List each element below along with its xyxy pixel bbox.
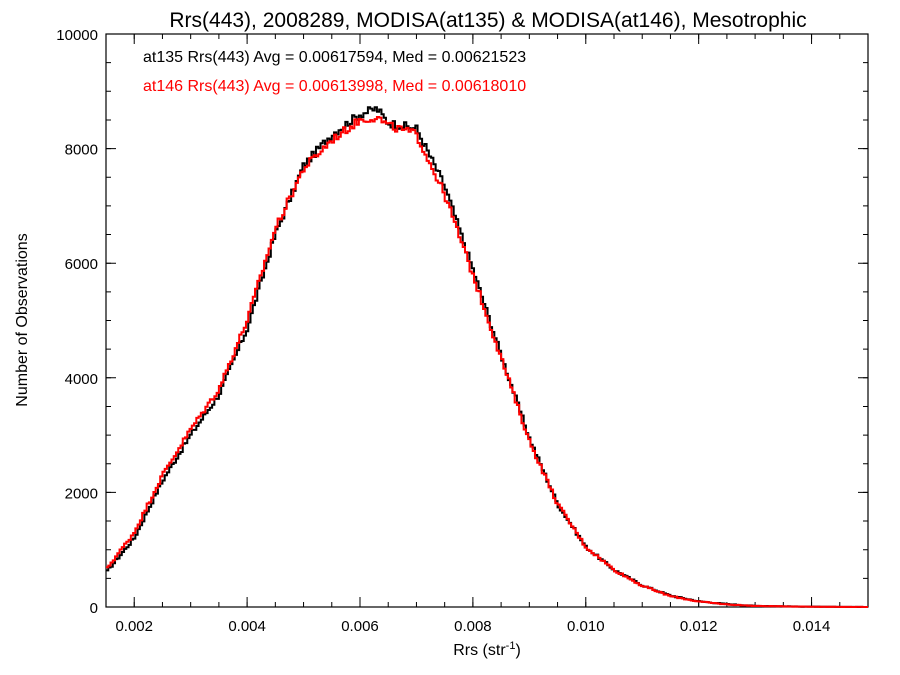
x-axis: 0.002 0.004 0.006 0.008 0.010 0.012 0.014 <box>105 34 869 635</box>
series-layer <box>106 106 868 608</box>
y-axis: 0 2000 4000 6000 8000 10000 <box>56 27 868 617</box>
x-tick-label: 0.006 <box>341 618 379 635</box>
y-tick-label: 4000 <box>65 371 98 388</box>
y-tick-label: 6000 <box>65 256 98 273</box>
y-tick-label: 0 <box>90 600 98 617</box>
x-axis-label-sup: -1 <box>506 640 516 652</box>
annotation-at146: at146 Rrs(443) Avg = 0.00613998, Med = 0… <box>143 78 526 95</box>
annotation-at135: at135 Rrs(443) Avg = 0.00617594, Med = 0… <box>143 49 526 66</box>
y-tick-label: 8000 <box>65 142 98 159</box>
x-tick-label: 0.004 <box>228 618 266 635</box>
x-tick-label: 0.008 <box>454 618 492 635</box>
y-tick-label: 10000 <box>56 27 98 44</box>
y-tick-label: 2000 <box>65 485 98 502</box>
x-tick-label: 0.012 <box>680 618 718 635</box>
series-at135-line <box>106 106 868 608</box>
chart-title: Rrs(443), 2008289, MODISA(at135) & MODIS… <box>169 9 806 32</box>
x-axis-label: Rrs (str-1) <box>453 640 521 659</box>
x-tick-label: 0.014 <box>793 618 831 635</box>
x-tick-label: 0.010 <box>567 618 605 635</box>
x-axis-label-close: ) <box>515 642 520 659</box>
series-at146-line <box>106 116 868 608</box>
x-tick-label: 0.002 <box>115 618 153 635</box>
x-axis-label-main: Rrs (str <box>453 642 506 659</box>
y-axis-label: Number of Observations <box>14 233 31 406</box>
